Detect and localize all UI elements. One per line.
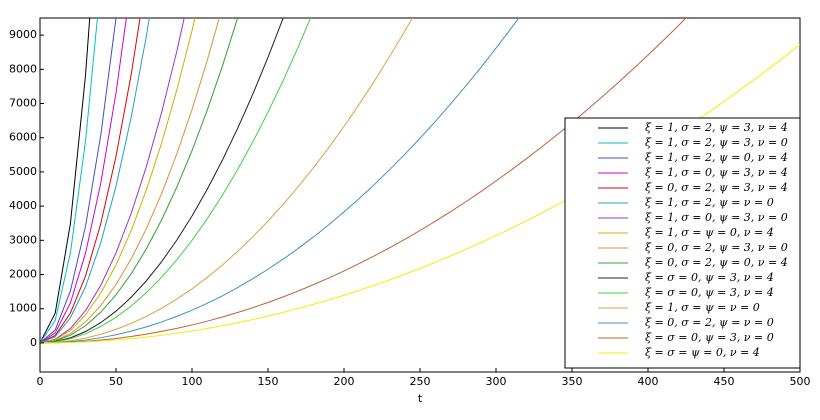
x-tick-label: 150 (258, 375, 279, 388)
x-tick-label: 400 (638, 375, 659, 388)
x-tick-label: 450 (714, 375, 735, 388)
y-tick-label: 2000 (9, 268, 37, 281)
legend-box (564, 117, 801, 369)
series-line (40, 18, 127, 344)
series-line (40, 18, 220, 344)
x-axis-label: t (418, 392, 423, 405)
legend-label: ξ = 1, σ = ψ = 0, ν = 4 (645, 226, 774, 239)
x-tick-label: 300 (486, 375, 507, 388)
y-tick-label: 6000 (9, 131, 37, 144)
legend-label: ξ = 0, σ = 2, ψ = ν = 0 (645, 316, 774, 329)
series-line (40, 18, 91, 344)
legend-label: ξ = 0, σ = 2, ψ = 3, ν = 4 (645, 181, 788, 194)
legend-label: ξ = σ = ψ = 0, ν = 4 (645, 346, 760, 359)
series-line (40, 18, 239, 344)
series-line (40, 18, 185, 344)
x-tick-label: 200 (334, 375, 355, 388)
x-tick-label: 500 (790, 375, 811, 388)
legend-label: ξ = 1, σ = 2, ψ = 0, ν = 4 (645, 151, 788, 164)
legend-label: ξ = σ = 0, ψ = 3, ν = 0 (645, 331, 774, 344)
legend-label: ξ = 0, σ = 2, ψ = 3, ν = 0 (645, 241, 788, 254)
legend-label: ξ = σ = 0, ψ = 3, ν = 4 (645, 286, 774, 299)
y-tick-label: 5000 (9, 165, 37, 178)
x-tick-label: 0 (37, 375, 44, 388)
series-line (40, 18, 117, 344)
axes: 0 50 100 150 200 250 300 350 400 450 5000100020003… (9, 28, 811, 388)
legend-label: ξ = σ = 0, ψ = 3, ν = 4 (645, 271, 774, 284)
series-line (40, 18, 312, 344)
series-line (40, 18, 98, 344)
y-tick-label: 8000 (9, 62, 37, 75)
y-tick-label: 1000 (9, 302, 37, 315)
legend-label: ξ = 1, σ = ψ = ν = 0 (645, 301, 760, 314)
series-line (40, 18, 284, 344)
x-tick-label: 350 (562, 375, 583, 388)
x-tick-label: 250 (410, 375, 431, 388)
x-tick-label: 50 (109, 375, 123, 388)
series-line (40, 18, 413, 344)
y-tick-label: 0 (30, 336, 37, 349)
x-tick-label: 100 (182, 375, 203, 388)
legend-label: ξ = 1, σ = 0, ψ = 3, ν = 0 (645, 211, 788, 224)
lines (40, 18, 800, 344)
y-tick-label: 4000 (9, 199, 37, 212)
legend-label: ξ = 1, σ = 0, ψ = 3, ν = 4 (645, 166, 788, 179)
legend-label: ξ = 1, σ = 2, ψ = ν = 0 (645, 196, 774, 209)
legend-label: ξ = 0, σ = 2, ψ = 0, ν = 4 (645, 256, 788, 269)
series-line (40, 18, 141, 344)
y-tick-label: 3000 (9, 233, 37, 246)
legend-label: ξ = 1, σ = 2, ψ = 3, ν = 4 (645, 121, 788, 134)
legend: ξ = 1, σ = 2, ψ = 3, ν = 4 ξ = 1, σ = 2, … (564, 117, 801, 369)
y-tick-label: 9000 (9, 28, 37, 41)
series-line (40, 18, 687, 344)
legend-label: ξ = 1, σ = 2, ψ = 3, ν = 0 (645, 136, 788, 149)
series-line (40, 18, 520, 344)
series-line (40, 18, 150, 344)
y-tick-label: 7000 (9, 97, 37, 110)
series-line (40, 18, 196, 344)
